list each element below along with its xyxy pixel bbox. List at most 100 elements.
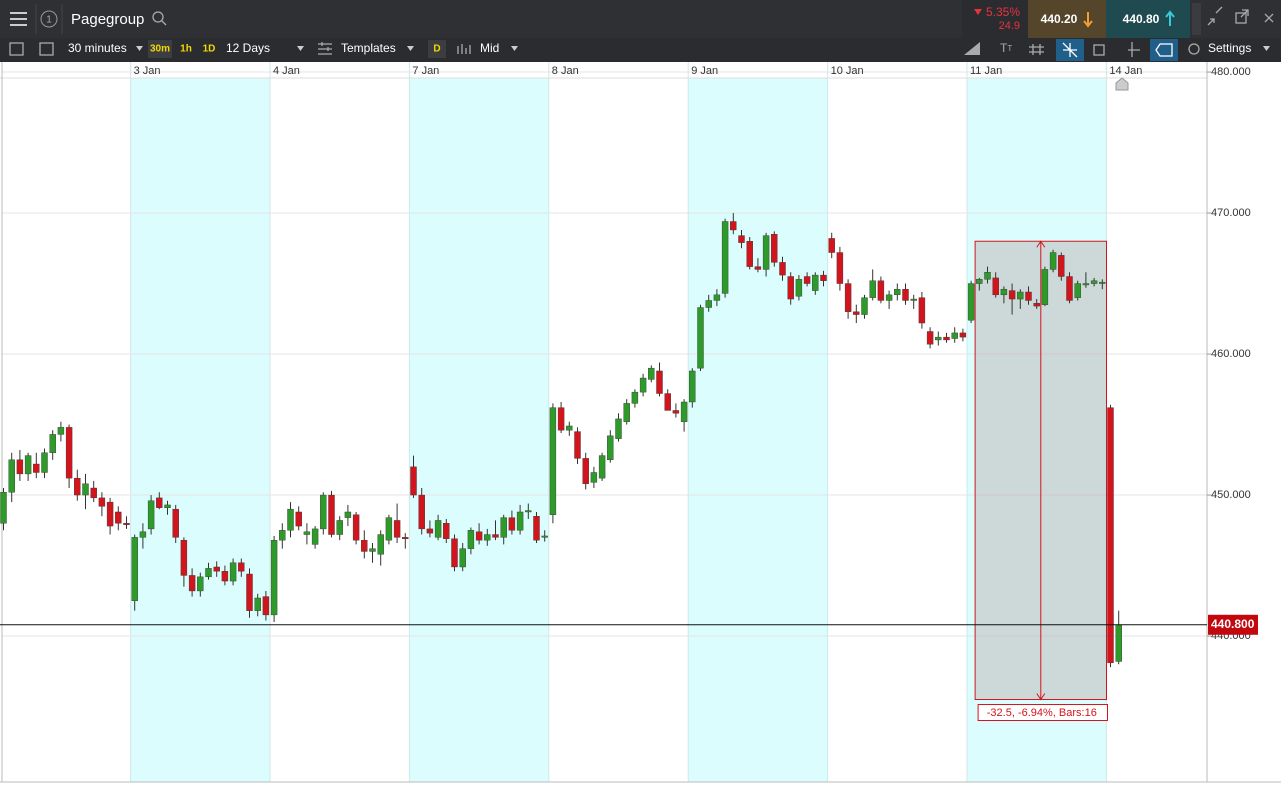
date-label: 8 Jan <box>552 65 579 77</box>
interval-button[interactable]: 1h <box>180 44 192 55</box>
candle-body <box>844 283 852 312</box>
day-band <box>130 78 270 782</box>
candle-body <box>738 235 745 243</box>
buy-arrow <box>1165 10 1175 26</box>
candle-body <box>402 537 409 539</box>
popout-icon[interactable] <box>1235 9 1249 24</box>
chart-toolbar <box>0 38 1281 62</box>
window-icon[interactable] <box>1093 44 1105 56</box>
collapse-icon[interactable] <box>1207 6 1223 26</box>
candle-body <box>779 262 786 276</box>
grid-icon[interactable] <box>1029 44 1044 55</box>
measure-label-box <box>977 704 1108 722</box>
candle-body <box>697 307 704 369</box>
candle-body <box>418 494 425 530</box>
candle-body <box>262 596 270 616</box>
close-icon[interactable] <box>1264 13 1274 23</box>
candle-body <box>295 511 302 527</box>
candle-body <box>197 576 204 592</box>
instrument-name[interactable]: Pagegroup <box>71 11 144 28</box>
candle-body <box>795 279 803 297</box>
candle-body <box>516 511 524 531</box>
settings-button[interactable]: Settings <box>1208 41 1251 55</box>
layout-icon[interactable] <box>39 42 54 56</box>
y-tick-label: 480.000 <box>1211 66 1251 78</box>
candle-body <box>590 472 598 483</box>
scroll-marker[interactable] <box>1115 77 1129 91</box>
candle-body <box>656 370 663 394</box>
dropdown-arrow <box>511 46 518 51</box>
candle-body <box>1033 303 1040 307</box>
candle-body <box>328 494 335 535</box>
y-tick-label: 460.000 <box>1211 348 1251 360</box>
down-arrow <box>974 9 982 15</box>
change-pct: 5.35% <box>986 5 1020 19</box>
candle-body <box>303 531 311 535</box>
panel-link[interactable] <box>40 10 58 28</box>
crosshair-icon[interactable] <box>1062 42 1078 58</box>
grid <box>2 71 1207 637</box>
candle-body <box>639 377 647 393</box>
buy-button[interactable] <box>1106 0 1190 38</box>
candle-body <box>336 520 343 535</box>
candle-body <box>1099 281 1106 284</box>
candle-body <box>82 483 89 496</box>
candle-body <box>65 427 73 479</box>
candle-body <box>910 298 917 301</box>
candle-body <box>49 434 56 453</box>
candle-body <box>123 523 130 525</box>
candle-body <box>344 511 352 518</box>
candle-body <box>229 562 237 582</box>
candle-body <box>254 597 261 611</box>
interval-button[interactable]: 30m <box>150 44 170 55</box>
interval-button[interactable]: 1D <box>203 44 216 55</box>
candle-body <box>377 534 384 555</box>
candle-body <box>172 508 179 538</box>
interval-select[interactable]: 30 minutes <box>68 41 127 55</box>
candle-body <box>959 332 967 338</box>
candle-body <box>385 517 393 541</box>
depth-bar <box>1192 3 1201 35</box>
candle-body <box>98 497 106 507</box>
sell-price: 440.20 <box>1041 12 1078 26</box>
templates-select[interactable]: Templates <box>341 41 396 55</box>
candle-body <box>459 548 466 568</box>
candle-body <box>393 520 401 538</box>
candle-body <box>787 276 794 300</box>
candle-body <box>74 477 81 496</box>
candle-body <box>951 332 958 339</box>
measure-icon[interactable] <box>1155 43 1173 57</box>
candle-body <box>467 530 475 549</box>
menu-button[interactable] <box>10 12 27 26</box>
sell-arrow <box>1083 12 1093 28</box>
d-button[interactable]: D <box>433 44 440 55</box>
candle-body <box>853 311 860 315</box>
candle-body <box>730 221 737 231</box>
cursor-icon[interactable] <box>1128 42 1140 57</box>
candle-body <box>533 516 540 541</box>
price-mode-select[interactable]: Mid <box>480 41 499 55</box>
candle-body <box>598 455 606 479</box>
candle-body <box>566 425 573 431</box>
list-icon[interactable] <box>9 42 24 56</box>
candle-body <box>869 280 876 298</box>
candle-body <box>902 288 909 301</box>
candle-body <box>926 331 934 345</box>
candle-body <box>713 294 721 301</box>
settings-icon <box>1188 43 1200 55</box>
text-icon[interactable]: TT <box>1000 41 1012 55</box>
dropdown-arrow <box>136 46 143 51</box>
search-icon[interactable] <box>152 11 167 26</box>
candle-body <box>221 570 229 582</box>
sell-button[interactable] <box>1028 0 1106 38</box>
candle-body <box>443 523 450 539</box>
change-box <box>962 0 1028 38</box>
candle-body <box>24 455 32 475</box>
candle-body <box>672 410 680 414</box>
candle-body <box>1107 407 1114 664</box>
candle-body <box>484 534 491 541</box>
draw-icon[interactable] <box>964 42 980 55</box>
date-label: 3 Jan <box>134 65 161 77</box>
range-select[interactable]: 12 Days <box>226 41 270 55</box>
